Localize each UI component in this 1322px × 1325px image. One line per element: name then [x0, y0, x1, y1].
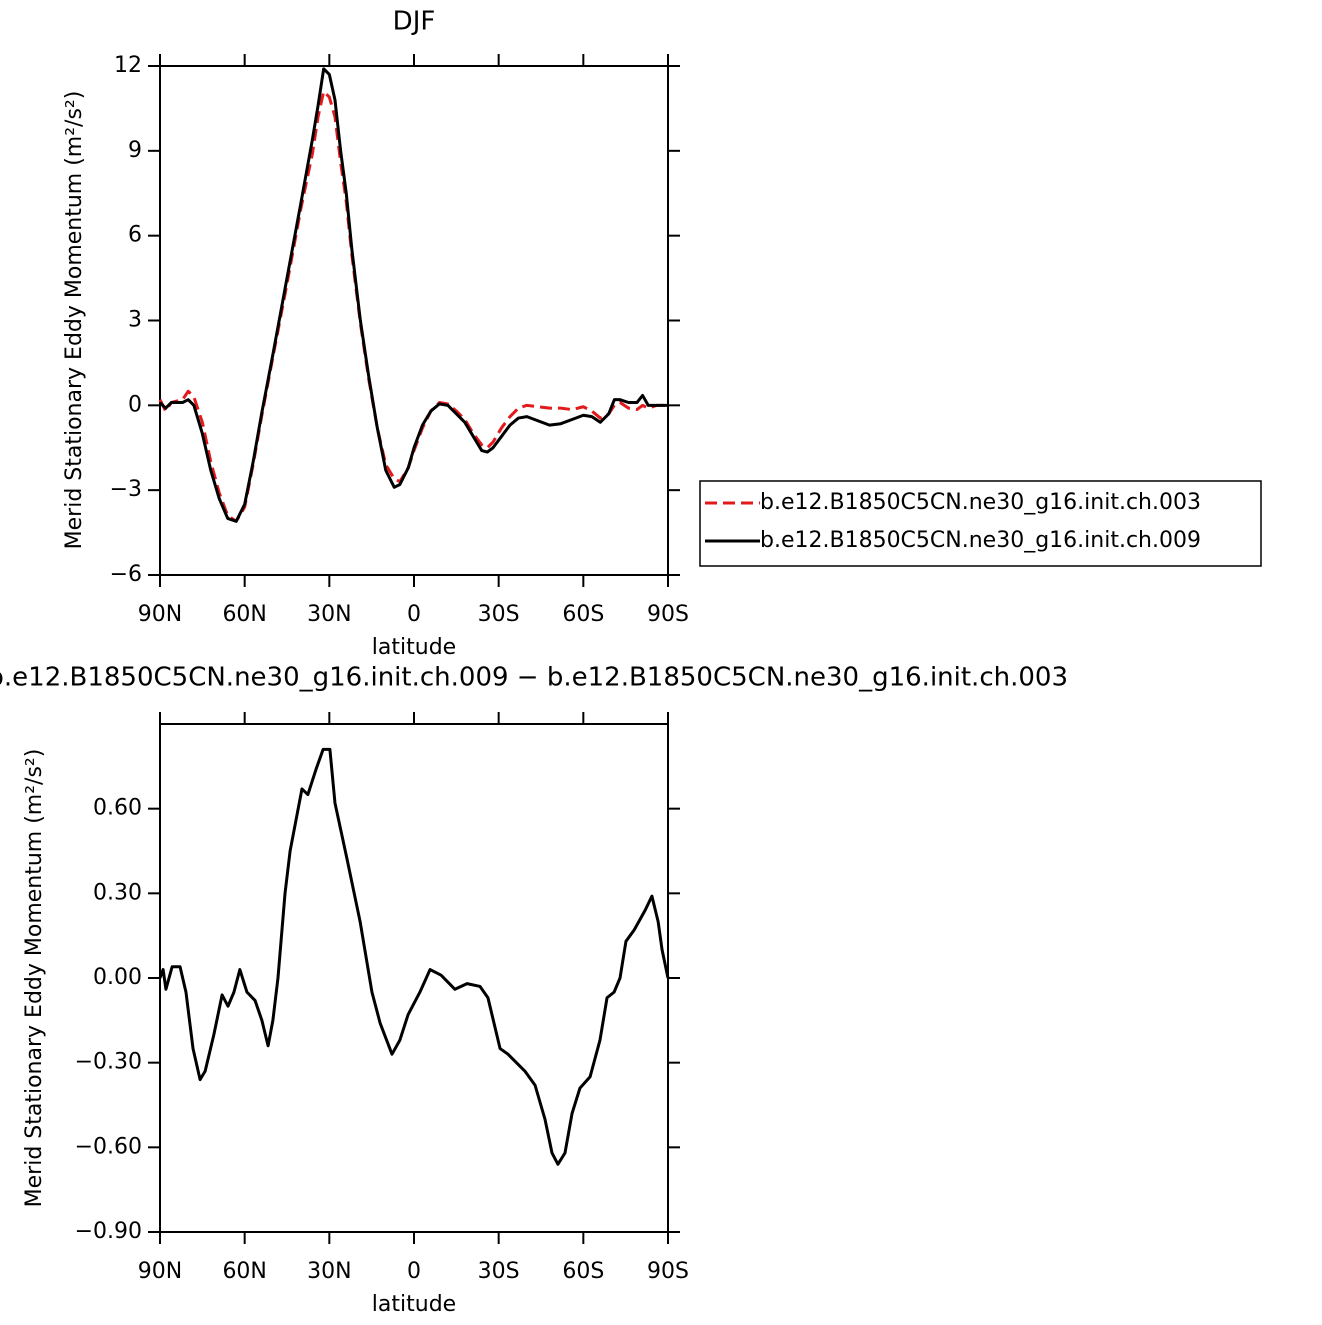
x-tick-label: 60S [562, 602, 604, 627]
y-tick-label: 0.30 [93, 880, 142, 905]
x-tick-label: 60N [222, 602, 266, 627]
y-tick-label: 6 [128, 223, 142, 248]
y-tick-label: −0.30 [75, 1050, 142, 1075]
data-line [158, 747, 670, 1166]
y-tick-label: 0.00 [93, 965, 142, 990]
legend-label: b.e12.B1850C5CN.ne30_g16.init.ch.009 [760, 528, 1201, 553]
chart-title: b.e12.B1850C5CN.ne30_g16.init.ch.009 − b… [0, 663, 1068, 693]
y-tick-label: 12 [114, 53, 142, 78]
y-tick-label: 0.60 [93, 796, 142, 821]
y-tick-label: −3 [110, 477, 142, 502]
y-tick-label: −0.60 [75, 1134, 142, 1159]
x-tick-label: 90N [138, 1259, 182, 1284]
y-tick-label: −6 [110, 562, 142, 587]
x-tick-label: 0 [407, 602, 421, 627]
data-line [158, 89, 668, 523]
x-tick-label: 90S [647, 602, 689, 627]
x-tick-label: 60N [222, 1259, 266, 1284]
chart-title: DJF [393, 7, 436, 37]
x-axis-label: latitude [372, 635, 456, 660]
x-tick-label: 30S [478, 1259, 520, 1284]
legend-label: b.e12.B1850C5CN.ne30_g16.init.ch.003 [760, 490, 1201, 515]
data-line [158, 67, 668, 523]
y-tick-label: 9 [128, 138, 142, 163]
y-axis-label: Merid Stationary Eddy Momentum (m²/s²) [62, 91, 87, 550]
x-tick-label: 30N [307, 602, 351, 627]
plot-frame [159, 65, 669, 576]
x-tick-label: 0 [407, 1259, 421, 1284]
x-tick-label: 30N [307, 1259, 351, 1284]
y-axis-label: Merid Stationary Eddy Momentum (m²/s²) [22, 749, 47, 1208]
x-axis-label: latitude [372, 1292, 456, 1317]
legend-box [699, 480, 1262, 567]
x-tick-label: 30S [478, 602, 520, 627]
x-tick-label: 60S [562, 1259, 604, 1284]
y-tick-label: 3 [128, 308, 142, 333]
x-tick-label: 90N [138, 602, 182, 627]
y-tick-label: 0 [128, 392, 142, 417]
x-tick-label: 90S [647, 1259, 689, 1284]
y-tick-label: −0.90 [75, 1219, 142, 1244]
